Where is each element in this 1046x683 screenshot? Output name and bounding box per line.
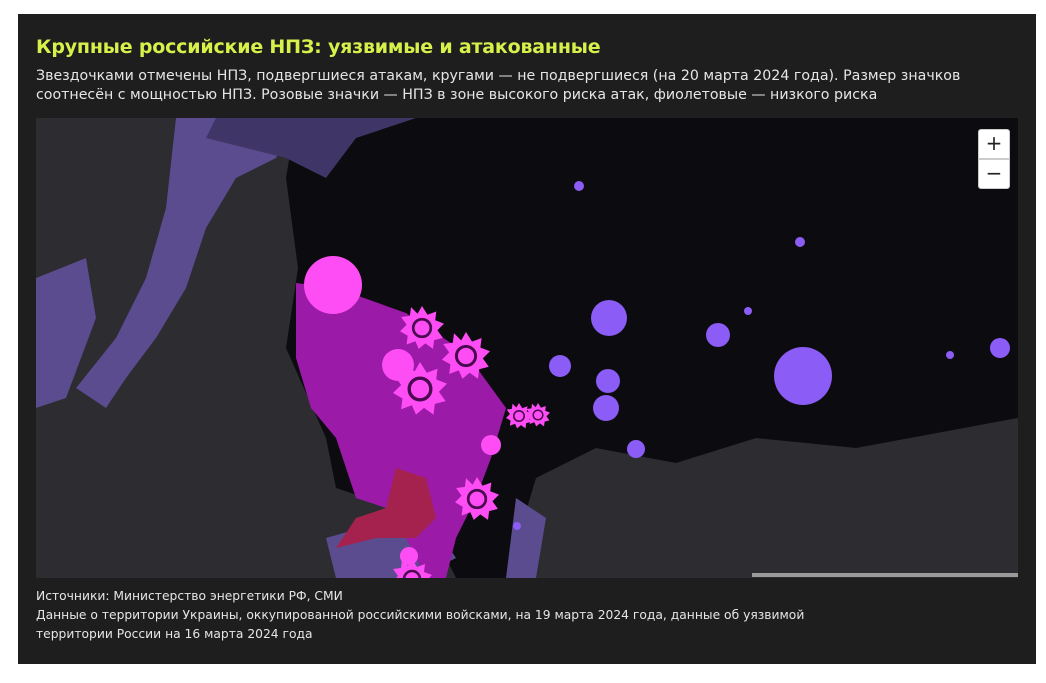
scrollbar	[752, 573, 1018, 577]
footer: Источники: Министерство энергетики РФ, С…	[36, 587, 856, 644]
refinery	[627, 440, 645, 458]
sea-caspian	[506, 498, 546, 578]
refinery	[774, 347, 832, 405]
land-europe	[36, 118, 456, 578]
refinery	[990, 338, 1010, 358]
refinery	[574, 181, 584, 191]
note: Данные о территории Украины, оккупирован…	[36, 608, 805, 641]
sources: Источники: Министерство энергетики РФ, С…	[36, 589, 343, 603]
lake	[206, 118, 416, 178]
land-asia	[506, 418, 1018, 578]
zoom-out-button[interactable]: −	[978, 159, 1010, 189]
refinery	[744, 307, 752, 315]
sea-north	[36, 258, 96, 408]
panel: Крупные российские НПЗ: уязвимые и атако…	[18, 14, 1036, 664]
sea-baltic	[76, 118, 296, 408]
refinery	[706, 323, 730, 347]
refinery	[591, 300, 627, 336]
refinery	[946, 351, 954, 359]
refinery	[593, 395, 619, 421]
title: Крупные российские НПЗ: уязвимые и атако…	[36, 36, 601, 58]
map	[36, 118, 1018, 578]
occupied-zone	[336, 468, 436, 548]
subtitle: Звездочками отмечены НПЗ, подвергшиеся а…	[36, 68, 961, 103]
refinery	[513, 522, 521, 530]
refinery	[304, 256, 362, 314]
refinery	[596, 369, 620, 393]
zoom-in-button[interactable]: +	[978, 129, 1010, 159]
refinery	[481, 435, 501, 455]
refineries	[304, 181, 1010, 578]
refinery	[549, 355, 571, 377]
refinery	[795, 237, 805, 247]
refinery	[400, 547, 418, 565]
